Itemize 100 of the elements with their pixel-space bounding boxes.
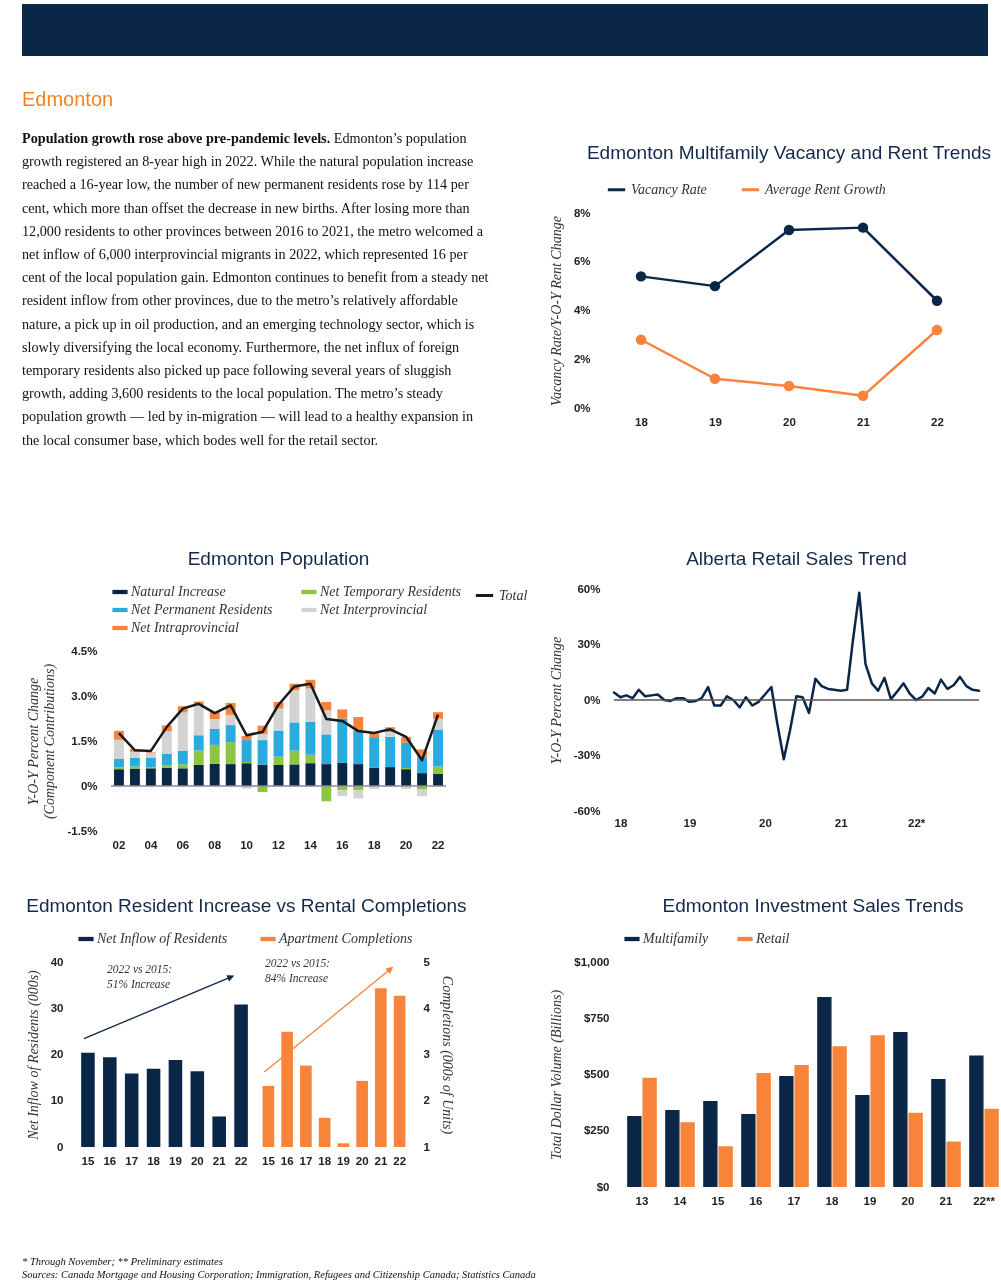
y2-axis-title: Completions (000s of Units) bbox=[438, 975, 455, 1135]
x-tick-label: 19 bbox=[709, 415, 722, 428]
legend-label: Natural Increase bbox=[130, 584, 226, 599]
chart-title: Edmonton Multifamily Vacancy and Rent Trends bbox=[586, 142, 992, 163]
x-tick-label: 15 bbox=[81, 1154, 95, 1167]
x-tick-label: 16 bbox=[280, 1154, 294, 1167]
x-tick-label: 22 bbox=[393, 1154, 407, 1167]
y-tick-label: 4.5% bbox=[71, 644, 98, 657]
y-tick-label: 30% bbox=[577, 638, 601, 650]
y2-tick-label: 4 bbox=[423, 1001, 431, 1014]
y-tick-label: 4% bbox=[573, 304, 591, 316]
x-tick-label: 22** bbox=[973, 1194, 996, 1207]
x-tick-label: 15 bbox=[711, 1194, 725, 1207]
x-tick-label: 20 bbox=[759, 816, 772, 829]
text: Population growth rose above pre-pandemic levels. bbox=[22, 130, 331, 146]
legend-label: Retail bbox=[755, 931, 790, 946]
chart-title: Edmonton Population bbox=[187, 548, 370, 569]
x-tick-label: 17 bbox=[299, 1154, 313, 1167]
y-tick-label: 20 bbox=[50, 1048, 64, 1060]
y-tick-label: $1,000 bbox=[574, 955, 610, 968]
x-tick-label: 20 bbox=[190, 1154, 204, 1167]
y-tick-label: 60% bbox=[577, 582, 601, 595]
x-tick-label: 10 bbox=[240, 838, 253, 851]
chart-title: Alberta Retail Sales Trend bbox=[686, 548, 907, 569]
legend-label: Net Intraprovincial bbox=[130, 620, 240, 635]
y-axis-title: Vacancy Rate/Y-O-Y Rent Change bbox=[548, 216, 564, 406]
x-tick-label: 12 bbox=[272, 838, 285, 851]
y-tick-label: -1.5% bbox=[67, 824, 98, 837]
x-tick-label: 22* bbox=[907, 816, 926, 829]
x-tick-label: 21 bbox=[834, 816, 849, 829]
x-tick-label: 21 bbox=[939, 1194, 953, 1207]
y-tick-label: 2% bbox=[573, 352, 591, 365]
x-tick-label: 22 bbox=[431, 838, 445, 851]
x-tick-label: 18 bbox=[614, 816, 628, 829]
x-tick-label: 16 bbox=[103, 1154, 117, 1167]
chart-title: Edmonton Resident Increase vs Rental Completions bbox=[26, 895, 467, 916]
source-note: Sources: Canada Mortgage and Housing Corporation; Immigration, Refugees and Citizenship Canada; Statistics Canada bbox=[22, 1268, 537, 1280]
y-tick-label: 0 bbox=[57, 1140, 64, 1153]
legend-label: Vacancy Rate bbox=[631, 181, 707, 197]
x-tick-label: 19 bbox=[683, 816, 697, 829]
chart-title: Edmonton Investment Sales Trends bbox=[662, 895, 964, 916]
x-tick-label: 16 bbox=[335, 838, 349, 851]
annotation: 2022 vs 2015: 51% Increase bbox=[107, 963, 173, 990]
y-tick-label: 1.5% bbox=[71, 734, 98, 747]
y-tick-label: -30% bbox=[573, 749, 601, 761]
x-tick-label: 18 bbox=[825, 1194, 839, 1207]
x-tick-label: 20 bbox=[901, 1194, 915, 1207]
y2-tick-label: 5 bbox=[423, 955, 431, 968]
x-tick-label: 13 bbox=[635, 1194, 649, 1207]
x-tick-label: 04 bbox=[144, 838, 158, 851]
x-tick-label: 20 bbox=[783, 415, 796, 428]
y2-tick-label: 1 bbox=[423, 1140, 431, 1153]
x-tick-label: 18 bbox=[318, 1154, 332, 1167]
legend-label: Net Temporary Residents bbox=[319, 584, 462, 599]
x-tick-label: 08 bbox=[208, 838, 222, 851]
x-tick-label: 17 bbox=[787, 1194, 801, 1207]
y-tick-label: $0 bbox=[596, 1180, 610, 1193]
y-tick-label: 8% bbox=[573, 206, 591, 219]
x-tick-label: 14 bbox=[304, 838, 318, 851]
y-tick-label: 0% bbox=[583, 693, 601, 706]
legend-label: Total bbox=[499, 587, 528, 603]
legend-label: Apartment Completions bbox=[278, 931, 413, 946]
legend-label: Average Rent Growth bbox=[764, 181, 886, 197]
y-tick-label: -60% bbox=[573, 804, 601, 817]
x-tick-label: 14 bbox=[673, 1194, 687, 1207]
x-tick-label: 18 bbox=[367, 838, 382, 851]
annotation: 2022 vs 2015: 84% Increase bbox=[265, 957, 331, 984]
x-tick-label: 21 bbox=[857, 415, 871, 428]
x-tick-label: 17 bbox=[125, 1154, 139, 1167]
x-tick-label: 18 bbox=[147, 1154, 161, 1167]
y-tick-label: 30 bbox=[50, 1001, 64, 1014]
x-tick-label: 21 bbox=[212, 1154, 227, 1167]
text: * Through November; ** Preliminary estimates bbox=[22, 1255, 224, 1268]
x-tick-label: 18 bbox=[635, 415, 649, 428]
x-tick-label: 22 bbox=[234, 1154, 248, 1167]
x-tick-label: 19 bbox=[336, 1154, 350, 1167]
y-axis-title: Total Dollar Volume (Billions) bbox=[549, 989, 566, 1161]
x-tick-label: 16 bbox=[749, 1194, 763, 1207]
y2-tick-label: 2 bbox=[423, 1094, 430, 1107]
x-tick-label: 19 bbox=[169, 1154, 182, 1167]
x-tick-label: 20 bbox=[399, 838, 413, 851]
y-tick-label: 0% bbox=[80, 779, 98, 792]
y-axis-title: Y-O-Y Percent Change bbox=[548, 636, 564, 765]
x-tick-label: 06 bbox=[176, 838, 190, 851]
y-tick-label: 3.0% bbox=[71, 689, 98, 702]
text: Edmonton bbox=[22, 88, 115, 111]
x-tick-label: 22 bbox=[931, 415, 944, 428]
y2-tick-label: 3 bbox=[423, 1048, 430, 1060]
x-tick-label: 21 bbox=[374, 1154, 388, 1167]
y-tick-label: $250 bbox=[583, 1124, 610, 1137]
legend-label: Multifamily bbox=[642, 931, 710, 946]
x-tick-label: 20 bbox=[355, 1154, 369, 1167]
x-tick-label: 19 bbox=[863, 1194, 877, 1207]
x-tick-label: 15 bbox=[261, 1154, 276, 1167]
y-tick-label: 10 bbox=[50, 1094, 64, 1107]
y-axis-title: Y-O-Y Percent Change (Component Contributions) bbox=[26, 663, 59, 820]
y-tick-label: $750 bbox=[583, 1011, 610, 1024]
x-tick-label: 02 bbox=[112, 838, 126, 851]
y-tick-label: 40 bbox=[50, 955, 64, 968]
y-tick-label: 0% bbox=[573, 401, 591, 414]
